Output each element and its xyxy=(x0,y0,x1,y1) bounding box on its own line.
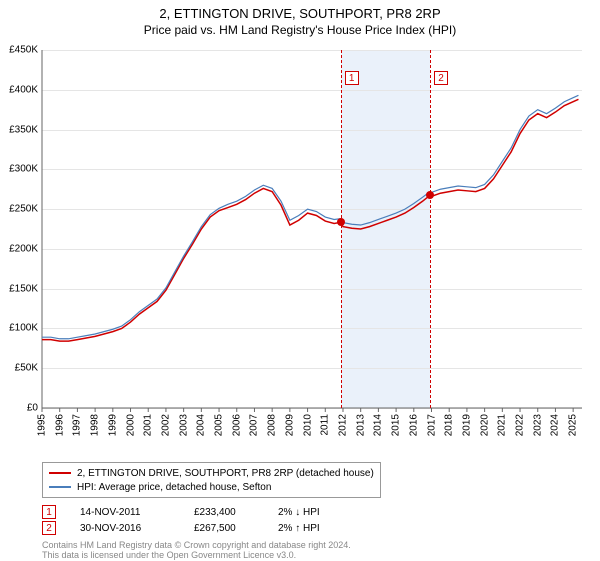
sale-marker-icon: 2 xyxy=(42,521,56,535)
sale-dot xyxy=(337,218,345,226)
legend-label: HPI: Average price, detached house, Seft… xyxy=(77,482,271,493)
x-tick-label: 1995 xyxy=(37,414,48,436)
marker-vline xyxy=(430,50,431,408)
sale-date: 30-NOV-2016 xyxy=(80,523,170,534)
y-tick-label: £350K xyxy=(2,124,38,135)
x-tick-label: 2012 xyxy=(337,414,348,436)
x-tick-label: 2005 xyxy=(214,414,225,436)
x-tick-label: 2022 xyxy=(515,414,526,436)
sale-price: £233,400 xyxy=(194,507,254,518)
x-tick-label: 2001 xyxy=(143,414,154,436)
footer-line: This data is licensed under the Open Gov… xyxy=(42,550,351,560)
x-tick-label: 2025 xyxy=(568,414,579,436)
x-tick-label: 2008 xyxy=(267,414,278,436)
x-tick-label: 2010 xyxy=(302,414,313,436)
plot-area: 12 xyxy=(42,50,582,408)
sale-diff: 2% ↓ HPI xyxy=(278,507,358,518)
sale-marker-icon: 1 xyxy=(42,505,56,519)
marker-vline xyxy=(341,50,342,408)
x-tick-label: 2002 xyxy=(160,414,171,436)
x-tick-label: 2004 xyxy=(196,414,207,436)
sale-price: £267,500 xyxy=(194,523,254,534)
y-tick-label: £450K xyxy=(2,45,38,56)
legend-swatch xyxy=(49,472,71,474)
chart-subtitle: Price paid vs. HM Land Registry's House … xyxy=(0,21,600,37)
x-tick-label: 2003 xyxy=(178,414,189,436)
x-tick-label: 1998 xyxy=(90,414,101,436)
x-tick-label: 2009 xyxy=(284,414,295,436)
x-tick-label: 2013 xyxy=(355,414,366,436)
legend-item-hpi: HPI: Average price, detached house, Seft… xyxy=(49,480,374,494)
y-tick-label: £0 xyxy=(2,403,38,414)
sale-row: 2 30-NOV-2016 £267,500 2% ↑ HPI xyxy=(42,520,358,536)
x-tick-label: 2020 xyxy=(479,414,490,436)
x-tick-label: 2011 xyxy=(320,414,331,436)
x-tick-label: 1997 xyxy=(72,414,83,436)
sale-dot xyxy=(426,191,434,199)
x-tick-label: 2000 xyxy=(125,414,136,436)
sale-row: 1 14-NOV-2011 £233,400 2% ↓ HPI xyxy=(42,504,358,520)
y-tick-label: £100K xyxy=(2,323,38,334)
x-tick-label: 2021 xyxy=(497,414,508,436)
x-tick-label: 2007 xyxy=(249,414,260,436)
y-tick-label: £150K xyxy=(2,283,38,294)
x-tick-label: 1996 xyxy=(54,414,65,436)
x-tick-label: 2006 xyxy=(231,414,242,436)
sales-table: 1 14-NOV-2011 £233,400 2% ↓ HPI 2 30-NOV… xyxy=(42,504,358,536)
x-tick-label: 1999 xyxy=(107,414,118,436)
footer-line: Contains HM Land Registry data © Crown c… xyxy=(42,540,351,550)
x-tick-label: 2024 xyxy=(550,414,561,436)
footer-attribution: Contains HM Land Registry data © Crown c… xyxy=(42,540,351,561)
y-tick-label: £250K xyxy=(2,204,38,215)
chart-marker-box: 1 xyxy=(345,71,359,85)
x-tick-label: 2016 xyxy=(408,414,419,436)
y-tick-label: £300K xyxy=(2,164,38,175)
x-tick-label: 2014 xyxy=(373,414,384,436)
series-hpi xyxy=(42,95,578,338)
series-property xyxy=(42,99,578,341)
x-tick-label: 2023 xyxy=(532,414,543,436)
y-tick-label: £200K xyxy=(2,243,38,254)
legend: 2, ETTINGTON DRIVE, SOUTHPORT, PR8 2RP (… xyxy=(42,462,381,498)
legend-swatch xyxy=(49,486,71,488)
x-tick-label: 2018 xyxy=(444,414,455,436)
chart-title: 2, ETTINGTON DRIVE, SOUTHPORT, PR8 2RP xyxy=(0,0,600,21)
sale-date: 14-NOV-2011 xyxy=(80,507,170,518)
chart-svg xyxy=(42,50,582,408)
x-tick-label: 2019 xyxy=(461,414,472,436)
chart-marker-box: 2 xyxy=(434,71,448,85)
x-tick-label: 2017 xyxy=(426,414,437,436)
y-tick-label: £400K xyxy=(2,84,38,95)
y-tick-label: £50K xyxy=(2,363,38,374)
legend-label: 2, ETTINGTON DRIVE, SOUTHPORT, PR8 2RP (… xyxy=(77,468,374,479)
legend-item-property: 2, ETTINGTON DRIVE, SOUTHPORT, PR8 2RP (… xyxy=(49,466,374,480)
x-tick-label: 2015 xyxy=(391,414,402,436)
sale-diff: 2% ↑ HPI xyxy=(278,523,358,534)
